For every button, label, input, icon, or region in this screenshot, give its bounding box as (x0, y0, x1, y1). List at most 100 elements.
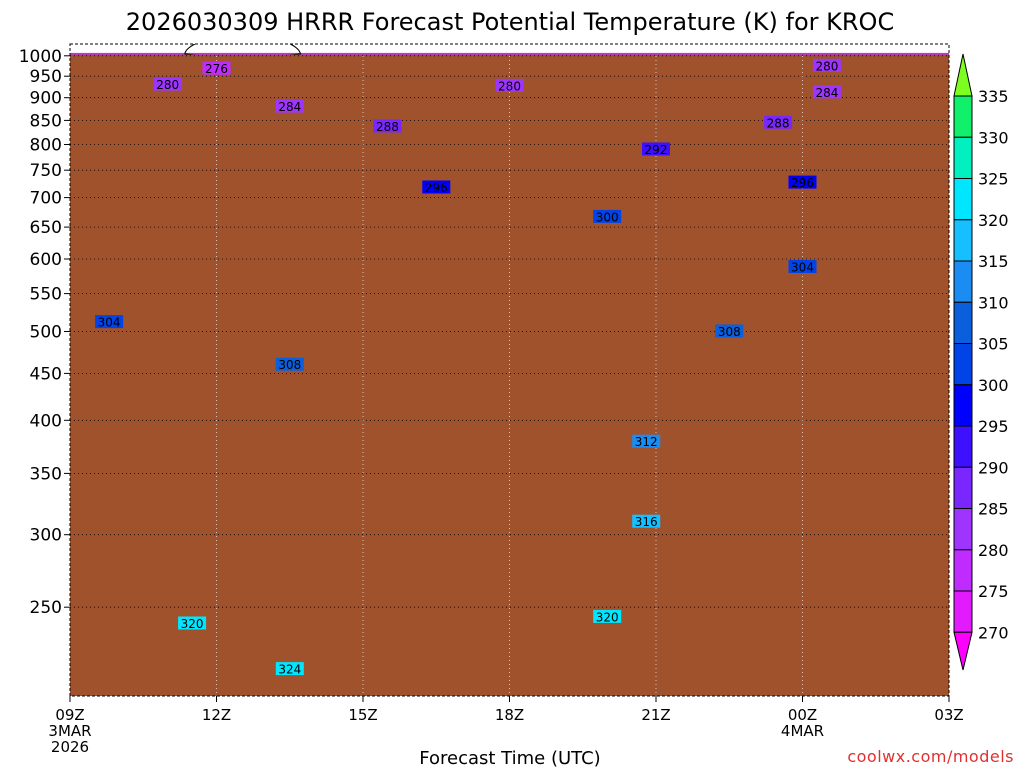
colorbar-label: 270 (978, 623, 1009, 642)
x-axis-label: Forecast Time (UTC) (419, 748, 600, 768)
x-tick-label: 15Z (348, 706, 377, 724)
y-tick-label: 300 (30, 526, 62, 546)
colorbar-label: 290 (978, 458, 1009, 477)
colorbar-box (953, 549, 973, 592)
contour-label-bg (95, 315, 124, 329)
colorbar-box (953, 384, 973, 427)
y-tick-label: 250 (30, 598, 62, 618)
contour-label: 280 (498, 79, 521, 93)
colorbar-box (953, 301, 973, 345)
x-tick-label: 12Z (202, 706, 231, 724)
y-tick-label: 850 (30, 111, 62, 131)
contour-label-bg (764, 115, 793, 129)
colorbar-label: 315 (978, 252, 1009, 271)
colorbar-label: 295 (978, 417, 1009, 436)
y-tick-label: 1000 (19, 47, 62, 67)
x-tick-label: 09Z (55, 706, 84, 724)
x-tick-label: 21Z (641, 706, 670, 724)
colorbar-top-arrow (953, 53, 973, 97)
y-tick-label: 650 (30, 218, 62, 238)
colorbar-box (953, 95, 973, 138)
y-axis: 2503003504004505005506006507007508008509… (19, 47, 70, 618)
contour-label: 296 (425, 181, 448, 195)
colorbar-box (953, 590, 973, 633)
contour-label-bg (178, 616, 207, 630)
contour-label-bg (373, 119, 402, 133)
colorbar-box (953, 178, 973, 221)
colorbar-label: 300 (978, 376, 1009, 395)
colorbar-box (953, 219, 973, 262)
x-tick-label: 18Z (495, 706, 524, 724)
contour-label: 276 (205, 62, 228, 76)
contour-label-bg (153, 77, 182, 91)
contour-label: 320 (181, 617, 204, 631)
colorbar-bottom-arrow (953, 631, 973, 671)
contour-label-bg (788, 260, 817, 273)
contour-label-bg (788, 175, 817, 189)
contour-label: 292 (645, 143, 668, 157)
y-tick-label: 500 (30, 323, 62, 343)
y-tick-label: 550 (30, 285, 62, 305)
colorbar-box (953, 136, 973, 180)
colorbar-label: 310 (978, 293, 1009, 312)
x-tick-label: 00Z (788, 706, 817, 724)
contour-label-bg (202, 61, 231, 75)
contour-label: 300 (596, 210, 619, 224)
colorbar-box (953, 466, 973, 510)
colorbar-box (953, 343, 973, 386)
contour-label: 308 (718, 325, 741, 339)
contour-label: 320 (596, 610, 619, 624)
contour-label: 312 (635, 435, 658, 449)
credit-text[interactable]: coolwx.com/models (847, 747, 1014, 766)
y-tick-label: 800 (30, 136, 62, 156)
contour-label-bg (715, 324, 744, 338)
contour-label-bg (495, 78, 524, 92)
chart-title: 2026030309 HRRR Forecast Potential Tempe… (126, 8, 894, 36)
contour-label: 316 (635, 515, 658, 529)
contour-label: 280 (815, 59, 838, 73)
contour-label-bg (632, 514, 661, 528)
colorbar-label: 325 (978, 170, 1009, 189)
y-tick-label: 950 (30, 67, 62, 87)
contour-label-bg (275, 662, 304, 676)
contour-label-bg (275, 99, 304, 113)
contour-label-bg (593, 609, 622, 623)
contour-label: 288 (767, 116, 790, 130)
y-tick-label: 900 (30, 89, 62, 109)
colorbar-label: 320 (978, 211, 1009, 230)
contour-label: 304 (98, 316, 121, 330)
y-tick-label: 750 (30, 161, 62, 181)
fill-cell (70, 52, 949, 56)
colorbar-label: 335 (978, 87, 1009, 106)
x-tick-sublabel: 3MAR (48, 722, 91, 740)
contour-label: 304 (791, 261, 814, 275)
contour-label: 288 (376, 120, 399, 134)
contour-label-bg (632, 434, 661, 448)
contour-label-bg (812, 85, 841, 99)
ground-fill (70, 54, 949, 696)
contour-label-bg (642, 142, 670, 156)
x-tick-sublabel: 2026 (51, 738, 89, 756)
contour-label-bg (812, 58, 841, 72)
colorbar-box (953, 508, 973, 551)
colorbar-label: 305 (978, 335, 1009, 354)
y-tick-label: 700 (30, 189, 62, 209)
colorbar-label: 330 (978, 128, 1009, 147)
contour-labels: 324 320 320 316 312 308 308 304 304 300 296 296 292 2… (95, 58, 841, 677)
colorbar-box (953, 260, 973, 303)
colorbar-label: 275 (978, 582, 1009, 601)
colorbar-label: 285 (978, 500, 1009, 519)
contour-label-bg (593, 209, 622, 223)
contour-label: 280 (156, 78, 179, 92)
contour-label: 284 (815, 86, 838, 100)
x-tick-sublabel: 4MAR (781, 722, 824, 740)
contour-label: 296 (791, 176, 814, 190)
y-tick-label: 350 (30, 464, 62, 484)
colorbar-label: 280 (978, 541, 1009, 560)
colorbar: 335 330 325 320 315 310 305 300 295 290 285 280 275 2… (953, 53, 1009, 671)
contour-label: 308 (278, 358, 301, 372)
contour-label-bg (275, 357, 304, 371)
contour-label: 284 (278, 100, 301, 114)
